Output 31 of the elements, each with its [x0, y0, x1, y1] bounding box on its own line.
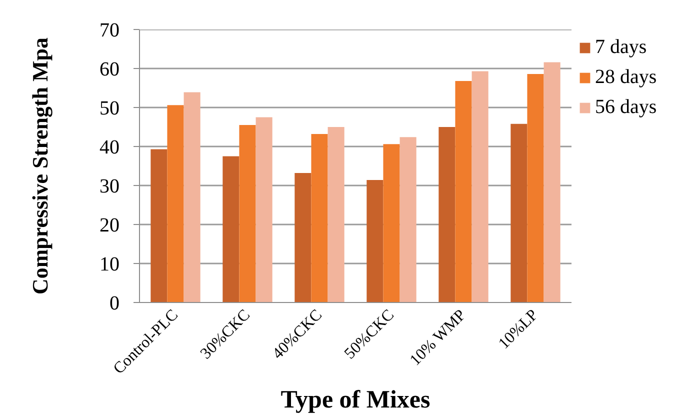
bar — [527, 74, 544, 302]
y-tick-label: 50 — [100, 98, 120, 120]
legend-label: 7 days — [595, 36, 647, 59]
bar — [438, 127, 456, 302]
y-tick-label: 10 — [100, 254, 120, 276]
bar — [150, 149, 168, 302]
x-axis-title: Type of Mixes — [280, 386, 431, 414]
y-axis-title: Compressive Strength Mpa — [28, 37, 52, 295]
bar — [400, 137, 416, 302]
bar — [239, 125, 256, 302]
bar — [510, 124, 528, 302]
bar — [311, 134, 328, 302]
y-tick-label: 0 — [110, 292, 120, 314]
y-tick-label: 60 — [100, 58, 120, 80]
y-tick-label: 40 — [100, 136, 120, 158]
legend-label: 56 days — [595, 96, 657, 119]
bar — [472, 71, 488, 302]
bar — [184, 92, 200, 302]
bar — [544, 62, 560, 302]
bar — [366, 180, 384, 302]
bar — [222, 156, 240, 302]
bar — [383, 144, 400, 302]
y-tick-label: 30 — [100, 176, 120, 198]
bar — [167, 105, 184, 302]
legend-label: 28 days — [595, 66, 657, 89]
bar — [294, 173, 312, 302]
y-tick-label: 20 — [100, 214, 120, 236]
y-tick-label: 70 — [100, 20, 120, 42]
bar — [256, 117, 272, 302]
bar — [455, 80, 472, 302]
bar — [328, 127, 344, 302]
